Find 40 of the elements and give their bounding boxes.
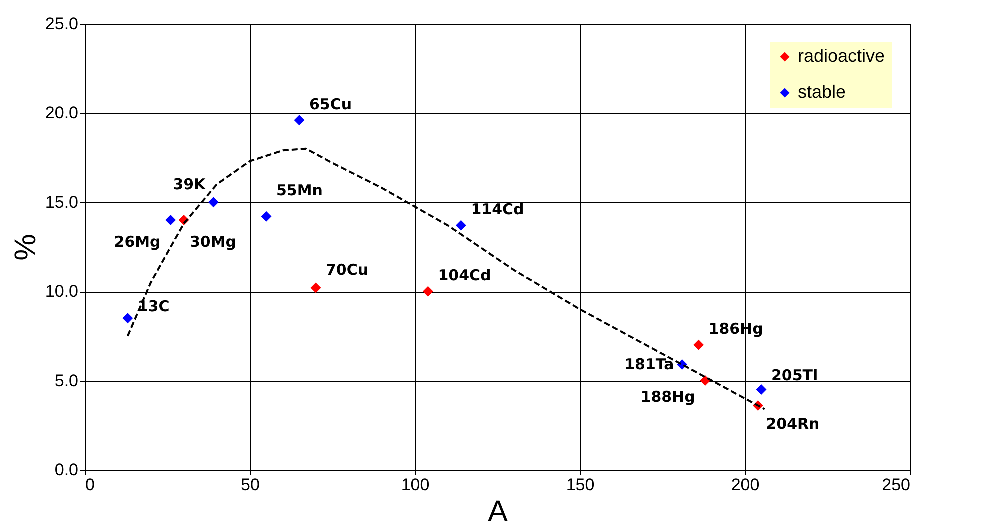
y-tick-label: 15.0 [45,192,78,212]
annotation: 65Cu [310,95,352,114]
point [694,340,704,350]
annotation: 30Mg [190,233,237,252]
x-tick-label: 100 [401,476,430,494]
x-axis-title: A [488,496,508,523]
annotation: 55Mn [276,182,323,200]
point [700,376,711,386]
annotation: 70Cu [326,261,369,280]
annotation: 26Mg [114,233,161,252]
annotation: 204Rn [766,414,820,433]
x-tick-label: 0 [86,476,95,494]
point [166,214,176,226]
point [310,282,322,294]
point [294,115,305,126]
y-tick-label: 10.0 [45,282,78,302]
y-tick-label: 25.0 [45,14,78,34]
point [756,384,767,395]
x-tick-label: 150 [566,476,595,494]
annotation: 181Ta [624,356,674,374]
y-axis-title: % [9,234,42,261]
annotation: 104Cd [438,266,492,285]
point [261,211,272,222]
x-tick-label: 250 [882,476,910,494]
y-tick-label: 0.0 [54,460,78,480]
point [456,220,466,231]
point [422,286,434,297]
y-tick-label: 5.0 [54,371,78,390]
x-tick-label: 50 [241,476,260,494]
annotation: 13C [138,297,170,316]
annotation: 114Cd [471,200,524,219]
annotation: 188Hg [640,388,696,406]
legend-label: radioactive [798,46,886,66]
point [122,313,134,324]
point [208,197,219,208]
y-tick-label: 20.0 [45,104,78,123]
annotation: 205Tl [772,366,818,385]
x-tick-label: 200 [731,476,760,494]
legend-label: stable [798,82,846,102]
annotation: 39K [173,175,208,194]
